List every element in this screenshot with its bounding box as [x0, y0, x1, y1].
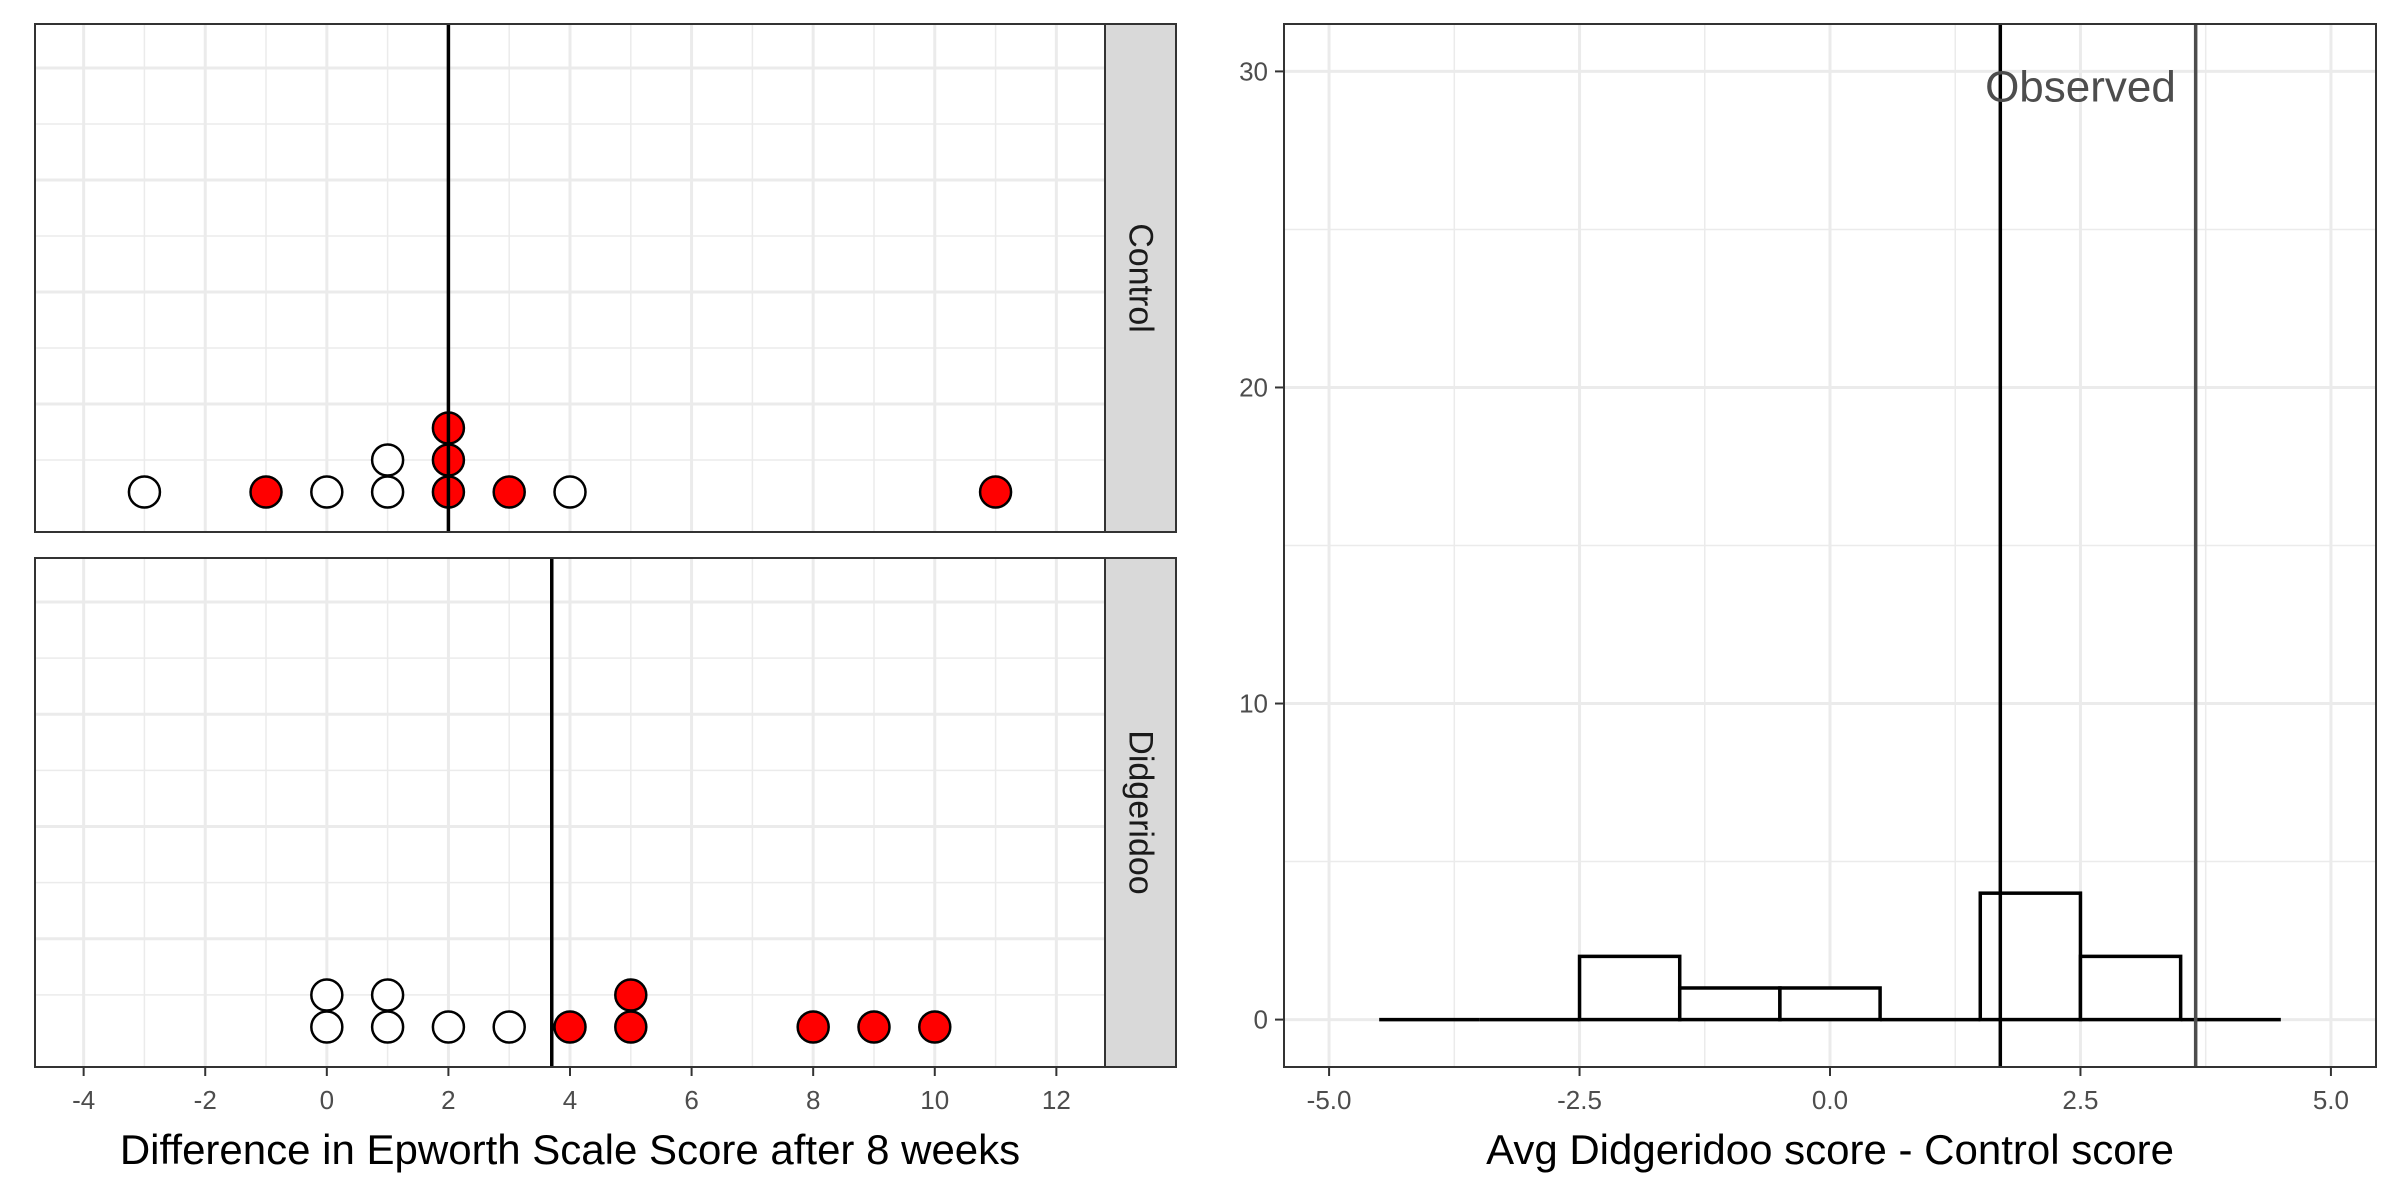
x-tick-label: -2.5 — [1557, 1085, 1602, 1115]
x-axis-title: Avg Didgeridoo score - Control score — [1486, 1126, 2174, 1173]
data-point-white — [127, 475, 162, 509]
facet-panel-didgeridoo: Didgeridoo — [34, 557, 1177, 1068]
histogram-bar — [1677, 986, 1782, 1022]
y-tick-label: 20 — [1239, 372, 1268, 402]
y-tick-label: 10 — [1239, 689, 1268, 719]
data-point-white — [492, 1010, 526, 1044]
x-tick-label: -2 — [194, 1085, 217, 1115]
data-point-red — [614, 1010, 648, 1044]
y-tick-label: 30 — [1239, 56, 1268, 86]
histogram-chart: Observed -5.0 -2.5 0.0 2.5 5.0 0 10 20 30 Avg Didg… — [1239, 23, 2377, 1173]
observed-annotation: Observed — [1985, 63, 2176, 112]
facet-panel-control: Control — [34, 23, 1177, 533]
x-tick-label: 0.0 — [1812, 1085, 1848, 1115]
data-point-red — [918, 1010, 952, 1044]
dotplot-chart: Control Didgeridoo -4 -2 0 2 4 6 8 10 12 Difference… — [34, 23, 1177, 1173]
histogram-bar — [1577, 954, 1682, 1022]
x-tick-label: 8 — [806, 1085, 820, 1115]
x-tick-label: 6 — [684, 1085, 698, 1115]
histogram-bar — [1978, 891, 2083, 1022]
x-tick-label: 12 — [1042, 1085, 1071, 1115]
data-point-white — [370, 475, 405, 509]
x-tick-label: 10 — [920, 1085, 949, 1115]
data-point-red — [796, 1010, 830, 1044]
x-tick-label: 5.0 — [2313, 1085, 2349, 1115]
data-point-red — [553, 1010, 587, 1044]
x-tick-label: 2 — [441, 1085, 455, 1115]
x-tick-label: -5.0 — [1307, 1085, 1352, 1115]
data-point-red — [857, 1010, 891, 1044]
facet-label: Control — [1122, 223, 1160, 333]
x-axis-title: Difference in Epworth Scale Score after … — [120, 1126, 1020, 1173]
data-point-white — [310, 475, 344, 509]
x-tick-label: 2.5 — [2062, 1085, 2098, 1115]
data-point-red — [978, 475, 1013, 509]
data-point-red — [249, 475, 283, 509]
data-point-red — [614, 978, 648, 1012]
x-tick-label: -4 — [72, 1085, 95, 1115]
x-tick-label: 4 — [563, 1085, 577, 1115]
facet-label: Didgeridoo — [1122, 730, 1160, 894]
data-point-white — [370, 978, 405, 1012]
data-point-white — [370, 443, 405, 477]
facet-strip — [1104, 557, 1177, 1068]
data-point-red — [492, 475, 526, 509]
data-point-white — [370, 1010, 405, 1044]
histogram-bar — [2078, 954, 2183, 1022]
data-point-white — [310, 1010, 344, 1044]
x-tick-label: 0 — [320, 1085, 334, 1115]
facet-strip — [1104, 23, 1177, 533]
y-tick-label: 0 — [1254, 1005, 1268, 1035]
data-point-white — [553, 475, 587, 509]
histogram-bar — [1778, 986, 1882, 1022]
data-point-white — [431, 1010, 466, 1044]
data-point-white — [310, 978, 344, 1012]
